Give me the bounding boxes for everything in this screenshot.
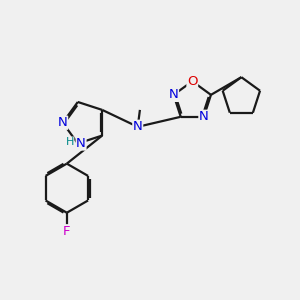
Text: N: N bbox=[58, 116, 68, 129]
Text: N: N bbox=[76, 137, 86, 150]
Text: O: O bbox=[187, 75, 197, 88]
Text: F: F bbox=[63, 225, 70, 238]
Text: N: N bbox=[169, 88, 178, 101]
Text: N: N bbox=[133, 120, 142, 133]
Text: N: N bbox=[199, 110, 209, 123]
Text: H: H bbox=[65, 137, 74, 147]
